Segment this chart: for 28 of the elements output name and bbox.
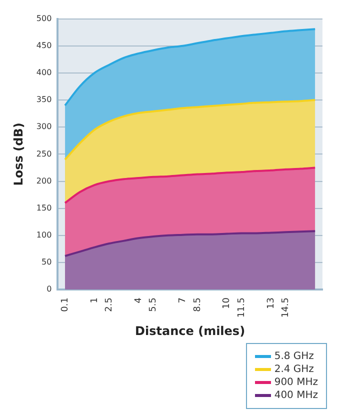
y-tick-label: 50 xyxy=(41,258,52,267)
x-tick-label: 4 xyxy=(134,297,144,304)
y-axis-title: Loss (dB) xyxy=(11,122,26,186)
y-tick-label: 450 xyxy=(36,40,52,50)
y-tick-label: 400 xyxy=(36,68,52,78)
x-tick-label: 1 xyxy=(90,298,100,304)
y-tick-label: 0 xyxy=(46,284,52,294)
x-tick-label: 5.5 xyxy=(148,298,159,312)
y-tick-label: 500 xyxy=(36,14,52,23)
y-tick-label: 150 xyxy=(36,203,52,212)
legend-label: 400 MHz xyxy=(274,389,318,402)
x-tick-label: 2.5 xyxy=(104,298,114,312)
x-tick-label: 8.5 xyxy=(192,298,203,312)
x-tick-label: 14.5 xyxy=(281,298,292,318)
y-tick-label: 350 xyxy=(36,95,52,104)
y-tick-label: 300 xyxy=(36,122,52,132)
x-tick-label: 13 xyxy=(266,298,276,310)
y-tick-label: 250 xyxy=(36,149,52,158)
x-axis-title: Distance (miles) xyxy=(135,324,246,338)
x-tick-label: 7 xyxy=(178,298,188,304)
legend-label: 2.4 GHz xyxy=(274,363,314,376)
x-tick-label: 0.1 xyxy=(60,298,70,312)
x-tick-label: 11.5 xyxy=(236,298,247,318)
y-tick-label: 200 xyxy=(36,176,52,186)
y-tick-label: 100 xyxy=(36,230,52,240)
legend-label: 5.8 GHz xyxy=(274,350,314,363)
x-tick-label: 10 xyxy=(222,297,232,310)
legend-label: 900 MHz xyxy=(274,376,318,389)
